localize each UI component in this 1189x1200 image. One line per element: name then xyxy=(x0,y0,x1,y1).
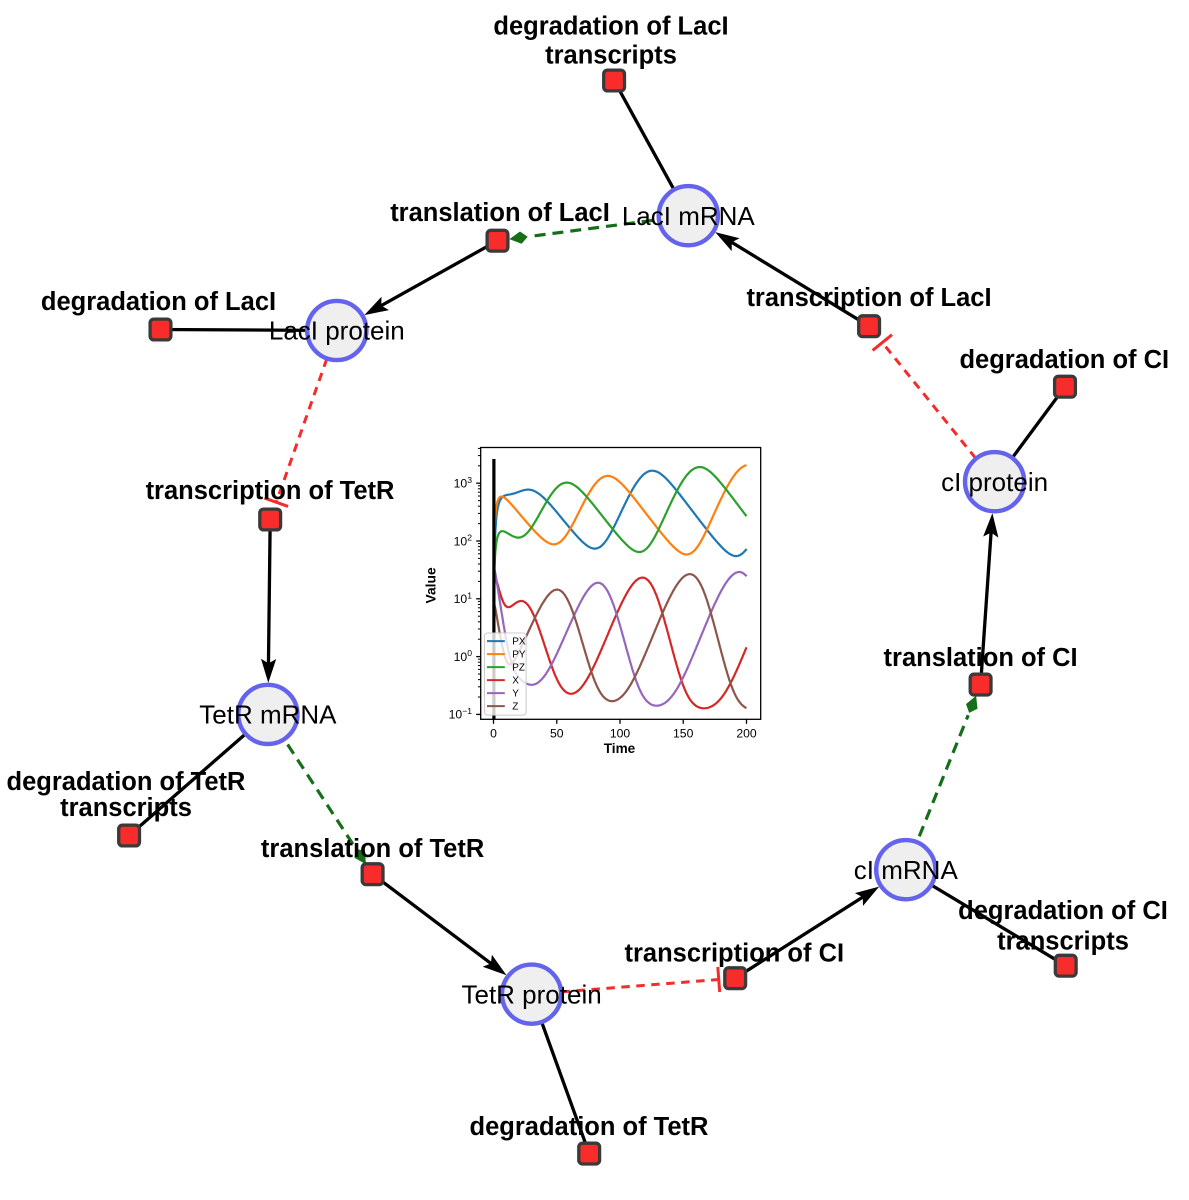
svg-text:degradation of TetR: degradation of TetR xyxy=(470,1113,709,1141)
svg-text:PY: PY xyxy=(512,650,526,661)
svg-text:cI protein: cI protein xyxy=(941,467,1048,497)
svg-text:transcription of LacI: transcription of LacI xyxy=(746,284,991,312)
svg-text:Time: Time xyxy=(604,741,636,756)
svg-text:cI mRNA: cI mRNA xyxy=(854,855,959,885)
svg-text:0: 0 xyxy=(490,726,497,740)
svg-text:X: X xyxy=(512,676,519,687)
svg-text:150: 150 xyxy=(673,726,694,740)
svg-text:transcripts: transcripts xyxy=(997,928,1129,956)
svg-text:200: 200 xyxy=(736,726,757,740)
svg-text:100: 100 xyxy=(610,726,631,740)
svg-text:50: 50 xyxy=(550,726,564,740)
svg-text:transcription of CI: transcription of CI xyxy=(625,940,845,968)
svg-text:Value: Value xyxy=(424,567,439,603)
svg-text:translation of LacI: translation of LacI xyxy=(390,199,610,227)
svg-text:transcription of TetR: transcription of TetR xyxy=(146,477,395,505)
svg-text:degradation of TetR: degradation of TetR xyxy=(7,768,246,796)
svg-text:Y: Y xyxy=(512,689,519,700)
svg-text:translation of TetR: translation of TetR xyxy=(261,835,484,863)
svg-text:TetR protein: TetR protein xyxy=(462,979,602,1009)
svg-text:LacI mRNA: LacI mRNA xyxy=(622,201,756,231)
svg-text:degradation of LacI: degradation of LacI xyxy=(493,13,728,41)
svg-text:translation of CI: translation of CI xyxy=(884,644,1078,672)
svg-text:transcripts: transcripts xyxy=(545,42,677,70)
svg-text:Z: Z xyxy=(512,702,518,713)
svg-text:PX: PX xyxy=(512,637,526,648)
svg-text:degradation of LacI: degradation of LacI xyxy=(41,288,276,316)
svg-text:PZ: PZ xyxy=(512,663,525,674)
svg-text:transcripts: transcripts xyxy=(60,794,192,822)
svg-text:TetR mRNA: TetR mRNA xyxy=(199,700,337,730)
svg-text:LacI protein: LacI protein xyxy=(269,316,405,346)
svg-text:degradation of CI: degradation of CI xyxy=(959,346,1169,374)
svg-text:degradation of CI: degradation of CI xyxy=(958,897,1168,925)
